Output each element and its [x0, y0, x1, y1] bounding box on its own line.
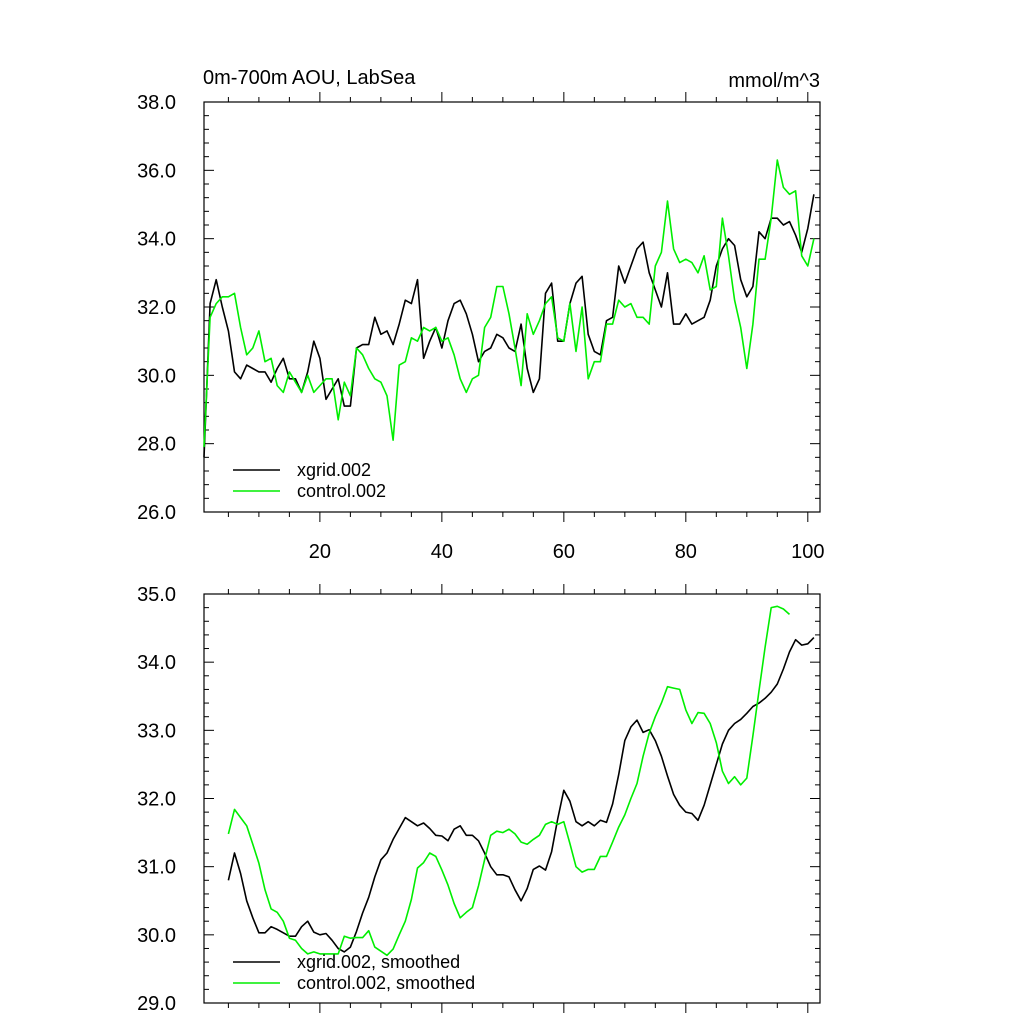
y-tick-label: 28.0 [137, 434, 176, 456]
y-tick-label: 34.0 [137, 229, 176, 251]
y-tick-label: 31.0 [137, 857, 176, 879]
x-tick-label: 20 [309, 541, 331, 563]
legend-label: control.002, smoothed [297, 973, 475, 993]
y-tick-label: 29.0 [137, 993, 176, 1015]
x-tick-label: 60 [553, 541, 575, 563]
legend-label: xgrid.002 [297, 460, 371, 480]
y-tick-label: 30.0 [137, 925, 176, 947]
y-tick-label: 36.0 [137, 160, 176, 182]
y-tick-label: 30.0 [137, 365, 176, 387]
chart-title: 0m-700m AOU, LabSea [203, 67, 416, 89]
y-tick-label: 38.0 [137, 92, 176, 114]
series-line-xgrid [203, 194, 815, 458]
series-line-control [203, 159, 815, 448]
bottom-panel: 29.0 30.0 31.0 32.0 33.0 34.0 35.0 xgrid.002, s… [137, 584, 821, 1015]
y-tick-label: 35.0 [137, 584, 176, 606]
x-tick-label: 80 [675, 541, 697, 563]
legend-label: control.002 [297, 481, 386, 501]
series-line-control [227, 605, 791, 957]
y-tick-label: 26.0 [137, 502, 176, 524]
legend-label: xgrid.002, smoothed [297, 952, 460, 972]
y-tick-label: 32.0 [137, 789, 176, 811]
units-label: mmol/m^3 [728, 70, 820, 92]
plot-frame [203, 101, 821, 513]
y-tick-label: 34.0 [137, 652, 176, 674]
top-panel: 0m-700m AOU, LabSea mmol/m^3 26.0 28.0 30.… [137, 67, 824, 563]
y-tick-label: 33.0 [137, 720, 176, 742]
y-tick-label: 32.0 [137, 297, 176, 319]
series-line-xgrid [227, 637, 815, 953]
x-tick-label: 40 [431, 541, 453, 563]
x-tick-label: 100 [791, 541, 824, 563]
